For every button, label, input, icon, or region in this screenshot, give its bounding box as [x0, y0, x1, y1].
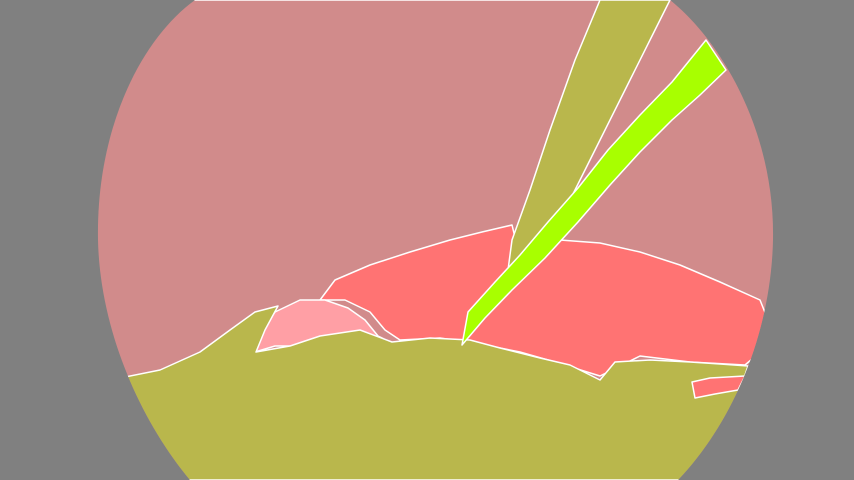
- region-red-sliver: [691, 375, 746, 399]
- endoscope-viewport: [97, 0, 774, 480]
- region-instrument-green: [461, 39, 727, 346]
